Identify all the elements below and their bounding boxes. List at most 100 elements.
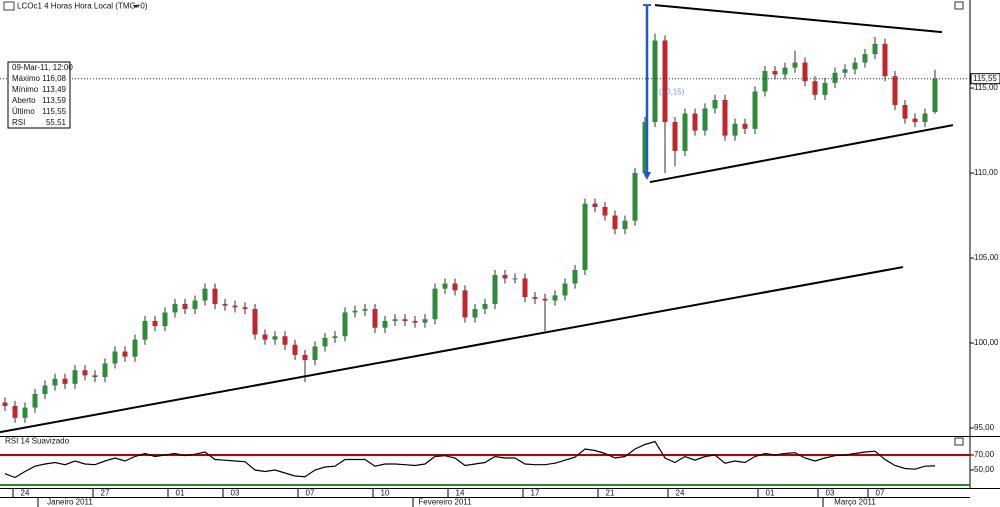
candle-body — [542, 298, 548, 301]
candle-body — [452, 283, 458, 291]
trendline — [654, 4, 943, 34]
candle-body — [112, 351, 118, 364]
candle-body — [652, 40, 658, 123]
candle-body — [502, 275, 508, 279]
candle-body — [732, 123, 738, 136]
candle-body — [672, 122, 678, 151]
candle-body — [582, 203, 588, 270]
candle-body — [482, 303, 488, 310]
candle-body — [412, 320, 418, 323]
candle-body — [262, 334, 268, 340]
y-tick-label: 115,00 — [974, 83, 998, 92]
x-tick-label: 03 — [231, 489, 240, 498]
candle-body — [142, 320, 148, 340]
candle-body — [762, 71, 768, 92]
candle-body — [302, 354, 308, 361]
trendline — [0, 266, 904, 434]
candle-body — [772, 71, 778, 75]
candle-body — [912, 118, 918, 123]
candle-body — [182, 303, 188, 310]
candle-body — [722, 99, 728, 136]
candle-body — [682, 113, 688, 151]
candle-body — [252, 309, 258, 335]
candle-body — [782, 67, 788, 75]
window-button[interactable] — [954, 1, 964, 10]
candle-body — [472, 309, 478, 318]
candle-body — [702, 108, 708, 131]
x-tick-label: 17 — [531, 489, 540, 498]
measure-label: (10,15) — [659, 88, 685, 97]
candle-body — [642, 122, 648, 174]
candle-body — [842, 69, 848, 73]
dropdown[interactable] — [133, 5, 139, 8]
candle-body — [692, 113, 698, 131]
candle-body — [562, 283, 568, 296]
candle-body — [742, 123, 748, 129]
symbol-icon[interactable] — [3, 1, 15, 11]
candle-body — [892, 76, 898, 106]
candle-body — [362, 309, 368, 311]
candle-body — [192, 300, 198, 310]
rsi-line — [4, 440, 936, 479]
info-value: 55,51 — [46, 118, 67, 127]
info-value: 113,49 — [42, 85, 66, 94]
y-tick-label: 105,00 — [974, 253, 999, 262]
candle-body — [812, 81, 818, 95]
candle-body — [352, 310, 358, 313]
candle-body — [332, 336, 338, 338]
candle-body — [922, 113, 928, 123]
candle-body — [202, 288, 208, 301]
candle-body — [72, 370, 78, 384]
month-label: Janeiro 2011 — [47, 498, 93, 507]
candle-body — [242, 307, 248, 310]
candle-body — [462, 290, 468, 318]
info-label: Máximo — [12, 74, 41, 83]
candle-body — [342, 312, 348, 337]
candle-body — [292, 344, 298, 355]
candle-body — [712, 99, 718, 109]
info-label: Último — [12, 107, 35, 116]
chart-title: LCOc1 4 Horas Hora Local (TMG+0) — [17, 2, 148, 11]
rsi-title: RSI 14 Suavizado — [5, 437, 70, 446]
candle-body — [2, 402, 8, 406]
y-tick-label: 50,00 — [974, 465, 995, 474]
last-value-tag — [970, 73, 1000, 85]
x-tick-label: 24 — [676, 489, 685, 498]
candle-body — [902, 105, 908, 119]
candle-body — [662, 40, 668, 123]
candle-body — [862, 54, 868, 63]
candle-body — [52, 378, 58, 386]
info-date: 09-Mar-11, 12:00 — [12, 63, 73, 72]
trendline — [649, 124, 954, 184]
candle-body — [12, 405, 18, 418]
candle-body — [602, 207, 608, 216]
month-label: Fevereiro 2011 — [418, 498, 472, 507]
candle-body — [572, 269, 578, 284]
x-tick-label: 07 — [876, 489, 885, 498]
candle-body — [232, 305, 238, 308]
candle-body — [492, 275, 498, 304]
candle-body — [632, 173, 638, 221]
candle-body — [282, 336, 288, 345]
month-label: Março 2011 — [834, 498, 876, 507]
candle-body — [132, 339, 138, 357]
candle-body — [432, 288, 438, 320]
info-label: Mínimo — [12, 85, 39, 94]
info-value: 113,59 — [42, 96, 66, 105]
window-button[interactable] — [954, 437, 964, 446]
candle-body — [552, 295, 558, 301]
x-tick-label: 01 — [176, 489, 185, 498]
candle-body — [172, 303, 178, 313]
candle-body — [212, 288, 218, 304]
candle-body — [82, 370, 88, 376]
candle-body — [442, 283, 448, 289]
candle-body — [872, 43, 878, 55]
candle-body — [402, 319, 408, 321]
candle-body — [42, 385, 48, 395]
candle-body — [22, 407, 28, 418]
candle-body — [32, 394, 38, 408]
candle-body — [372, 309, 378, 328]
info-label: Aberto — [12, 96, 36, 105]
